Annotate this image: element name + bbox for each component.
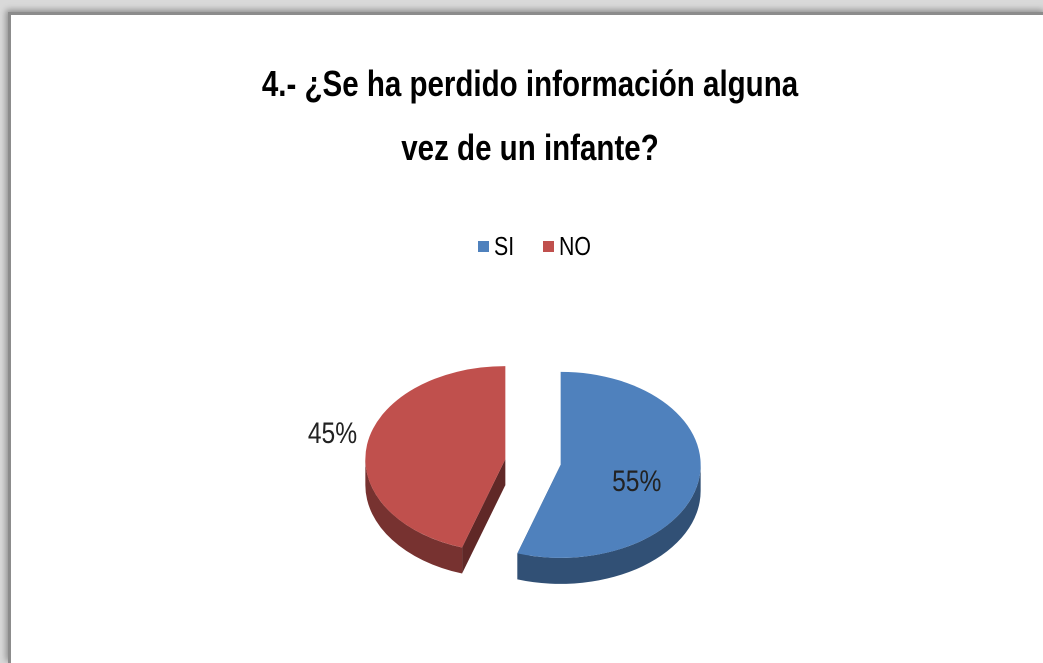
legend-label: SI [494,232,514,262]
slice-side [517,464,701,584]
pie-slice [517,371,701,558]
pie-slice [365,366,506,548]
chart-title: 4.- ¿Se ha perdido información alguna ve… [261,63,799,168]
slice-edge [462,459,506,574]
legend-label: NO [559,232,591,262]
slice-side [365,459,463,574]
data-label: 45% [308,416,357,450]
legend-swatch [478,241,489,252]
data-label: 55% [612,463,661,497]
legend-swatch [543,241,554,252]
